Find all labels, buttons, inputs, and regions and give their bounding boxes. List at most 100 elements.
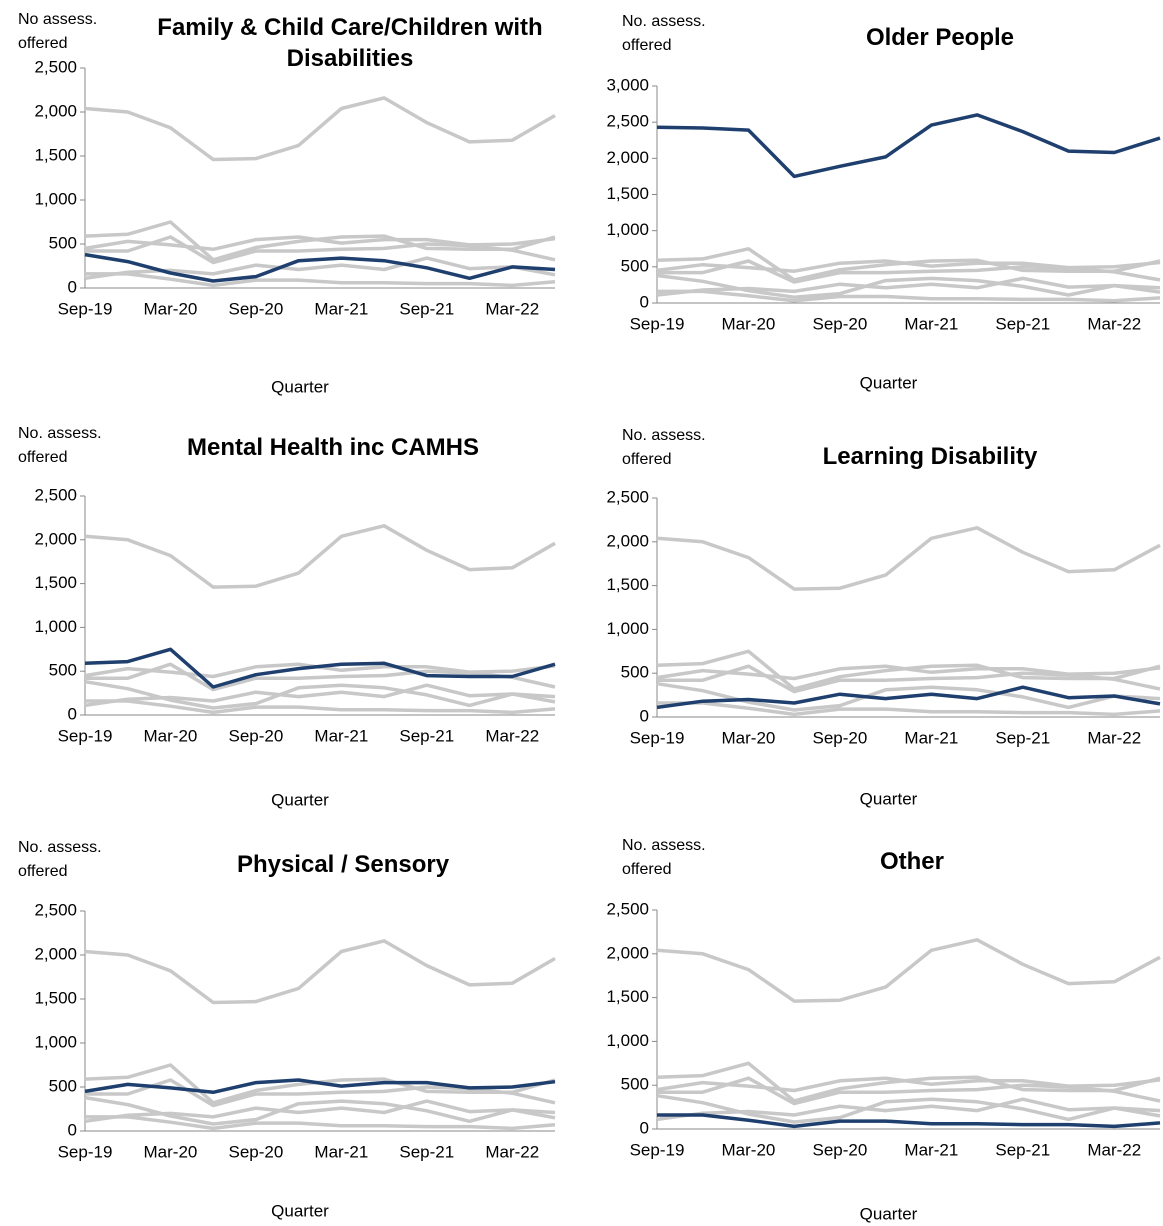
- series-line: [656, 276, 1161, 297]
- x-tick-label: Mar-20: [722, 728, 776, 747]
- series-line: [85, 1115, 556, 1131]
- x-axis-label: Quarter: [860, 373, 918, 392]
- x-tick-label: Mar-21: [314, 726, 368, 745]
- x-tick-label: Sep-21: [399, 726, 454, 745]
- y-tick-label: 500: [49, 1076, 77, 1095]
- y-tick-label: 2,000: [606, 148, 649, 167]
- y-tick-label: 2,000: [606, 531, 649, 550]
- x-tick-label: Sep-20: [812, 1140, 867, 1159]
- y-tick-label: 2,500: [34, 485, 77, 504]
- y-tick-label: 1,500: [606, 575, 649, 594]
- x-tick-label: Mar-22: [1087, 314, 1141, 333]
- y-tick-label: 2,000: [34, 944, 77, 963]
- series-line: [656, 1097, 1161, 1122]
- series-line: [84, 1078, 556, 1095]
- y-tick-label: 2,500: [34, 57, 77, 76]
- y-tick-label: 0: [68, 277, 77, 296]
- series-line: [657, 289, 1161, 303]
- series-line: [85, 272, 556, 288]
- x-tick-label: Mar-21: [904, 1140, 958, 1159]
- series-line: [84, 939, 556, 1005]
- series-line: [84, 1099, 556, 1124]
- y-tick-label: 1,000: [34, 189, 77, 208]
- y-tick-label: 2,000: [34, 101, 77, 120]
- series-line: [656, 938, 1161, 1003]
- series-line: [84, 683, 556, 708]
- y-tick-label: 500: [49, 233, 77, 252]
- y-tick-label: 500: [621, 1075, 649, 1094]
- series-line: [657, 701, 1161, 717]
- series-line: [84, 96, 556, 162]
- x-tick-label: Mar-21: [904, 728, 958, 747]
- series-line: [656, 1076, 1161, 1093]
- y-tick-label: 0: [68, 704, 77, 723]
- series-line: [85, 1078, 556, 1108]
- series-line: [84, 235, 556, 252]
- x-tick-label: Sep-19: [58, 1142, 113, 1161]
- x-tick-label: Mar-21: [904, 314, 958, 333]
- y-tick-label: 500: [621, 256, 649, 275]
- y-tick-label: 0: [640, 706, 649, 725]
- y-tick-label: 1,500: [34, 145, 77, 164]
- y-axis-label: No. assess. offered: [622, 13, 706, 54]
- y-tick-label: 1,000: [606, 1031, 649, 1050]
- x-tick-label: Sep-20: [228, 726, 283, 745]
- x-axis-label: Quarter: [271, 1201, 329, 1220]
- series-line: [657, 259, 1161, 284]
- x-tick-label: Mar-21: [314, 1142, 368, 1161]
- x-tick-label: Sep-20: [228, 299, 283, 318]
- x-tick-label: Sep-20: [812, 728, 867, 747]
- series-line: [84, 252, 556, 283]
- x-tick-label: Mar-20: [722, 314, 776, 333]
- y-tick-label: 2,500: [606, 487, 649, 506]
- chart-title: Other: [879, 848, 944, 875]
- y-tick-label: 1,500: [34, 573, 77, 592]
- x-tick-label: Mar-22: [485, 726, 539, 745]
- x-tick-label: Mar-20: [722, 1140, 776, 1159]
- series-line: [656, 113, 1161, 179]
- x-axis-label: Quarter: [860, 789, 918, 808]
- x-tick-label: Mar-20: [144, 726, 198, 745]
- y-tick-label: 2,500: [34, 900, 77, 919]
- series-line: [85, 699, 556, 715]
- y-tick-label: 1,000: [34, 617, 77, 636]
- x-axis-label: Quarter: [271, 377, 329, 396]
- x-tick-label: Sep-21: [995, 1140, 1050, 1159]
- y-tick-label: 500: [49, 661, 77, 680]
- x-tick-label: Mar-20: [144, 299, 198, 318]
- x-tick-label: Mar-22: [1087, 1140, 1141, 1159]
- x-tick-label: Sep-19: [58, 726, 113, 745]
- chart-title: Physical / Sensory: [236, 851, 450, 878]
- series-line: [85, 235, 556, 265]
- y-axis-label: No assess. offered: [18, 11, 98, 52]
- y-axis-label: No. assess. offered: [18, 839, 102, 880]
- x-axis-label: Quarter: [271, 790, 329, 809]
- series-line: [85, 662, 556, 692]
- chart-title: Learning Disability: [822, 443, 1038, 470]
- x-tick-label: Sep-21: [399, 1142, 454, 1161]
- series-line: [84, 647, 556, 689]
- x-axis-label: Quarter: [860, 1204, 918, 1223]
- y-tick-label: 1,000: [606, 220, 649, 239]
- y-axis-label: No. assess. offered: [18, 425, 102, 466]
- y-tick-label: 2,500: [606, 112, 649, 131]
- y-tick-label: 3,000: [606, 75, 649, 94]
- y-axis-label: No. assess. offered: [622, 837, 706, 878]
- y-tick-label: 1,500: [606, 987, 649, 1006]
- series-line: [84, 524, 556, 589]
- y-tick-label: 2,500: [606, 899, 649, 918]
- series-line: [656, 664, 1161, 681]
- y-tick-label: 1,500: [34, 988, 77, 1007]
- x-tick-label: Mar-22: [485, 1142, 539, 1161]
- chart-title: Family & Child Care/Children with Disabi…: [157, 14, 543, 72]
- y-tick-label: 1,500: [606, 184, 649, 203]
- chart-title: Older People: [865, 24, 1015, 51]
- series-line: [656, 685, 1161, 710]
- x-tick-label: Sep-19: [58, 299, 113, 318]
- x-tick-label: Mar-20: [144, 1142, 198, 1161]
- x-tick-label: Sep-20: [812, 314, 867, 333]
- x-tick-label: Mar-21: [314, 299, 368, 318]
- y-tick-label: 0: [640, 1118, 649, 1137]
